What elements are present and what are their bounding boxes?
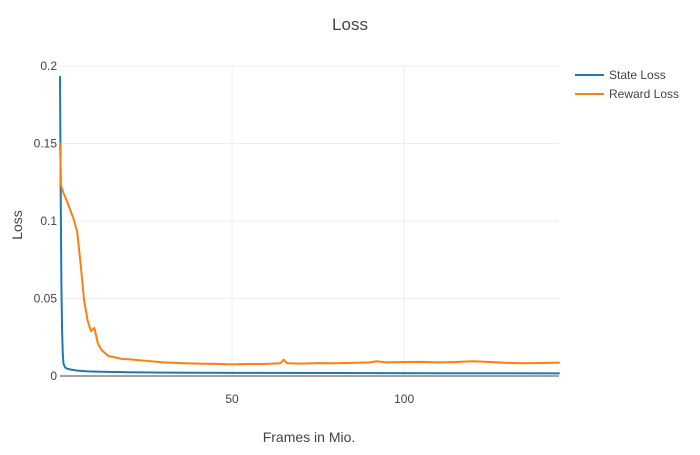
axis-layer: 0 0.05 0.1 0.15 0.2 50 100 (34, 59, 559, 406)
legend[interactable]: State Loss Reward Loss (575, 68, 679, 101)
series-layer (59, 75, 560, 375)
series-line-reward-loss[interactable] (59, 142, 560, 366)
x-axis-label: Frames in Mio. (263, 429, 356, 445)
legend-label-reward-loss: Reward Loss (609, 87, 679, 101)
grid-layer (60, 65, 559, 376)
x-tick-label: 50 (225, 392, 239, 406)
y-tick-label: 0.1 (40, 214, 57, 228)
y-tick-label: 0.05 (34, 292, 58, 306)
legend-item-reward-loss[interactable]: Reward Loss (575, 87, 679, 101)
chart-title: Loss (332, 15, 368, 34)
y-tick-label: 0.2 (40, 59, 57, 73)
legend-label-state-loss: State Loss (609, 68, 666, 82)
legend-item-state-loss[interactable]: State Loss (575, 68, 666, 82)
y-axis-label: Loss (9, 210, 25, 240)
y-tick-label: 0.15 (34, 137, 58, 151)
x-tick-label: 100 (394, 392, 414, 406)
series-line-state-loss[interactable] (59, 75, 560, 375)
y-tick-label: 0 (50, 369, 57, 383)
